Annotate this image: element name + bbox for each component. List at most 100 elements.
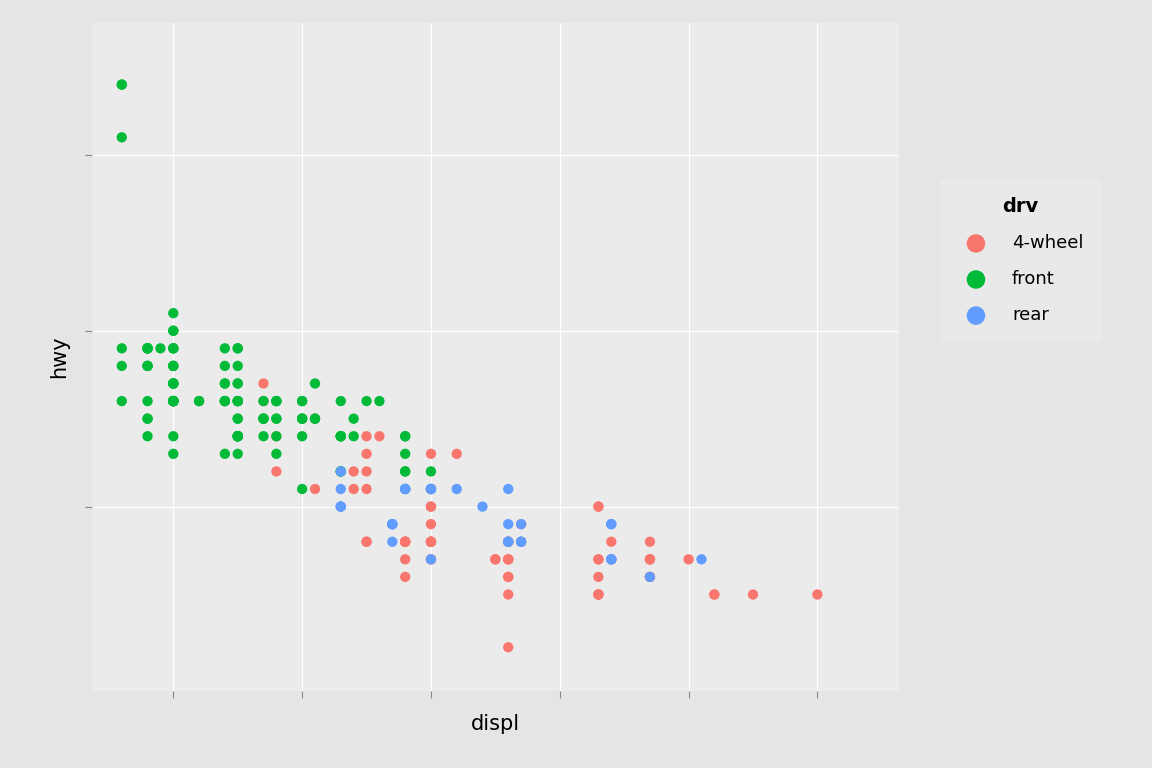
front (138, 359, 157, 372)
front (138, 343, 157, 355)
front (215, 395, 234, 407)
front (422, 483, 440, 495)
4-wheel (422, 501, 440, 513)
front (113, 395, 131, 407)
front (113, 78, 131, 91)
front (228, 430, 247, 442)
front (164, 448, 182, 460)
front (396, 430, 415, 442)
4-wheel (357, 430, 376, 442)
4-wheel (357, 448, 376, 460)
4-wheel (641, 553, 659, 565)
front (113, 131, 131, 144)
front (228, 430, 247, 442)
front (293, 395, 311, 407)
rear (396, 483, 415, 495)
front (332, 465, 350, 478)
front (305, 412, 324, 425)
front (164, 395, 182, 407)
4-wheel (422, 553, 440, 565)
front (332, 395, 350, 407)
front (228, 412, 247, 425)
4-wheel (486, 553, 505, 565)
front (255, 395, 273, 407)
front (228, 395, 247, 407)
4-wheel (422, 535, 440, 548)
rear (602, 553, 621, 565)
front (113, 78, 131, 91)
front (164, 307, 182, 319)
4-wheel (396, 535, 415, 548)
front (138, 343, 157, 355)
4-wheel (255, 395, 273, 407)
front (215, 359, 234, 372)
front (344, 430, 363, 442)
front (228, 430, 247, 442)
4-wheel (305, 412, 324, 425)
front (228, 395, 247, 407)
4-wheel (344, 483, 363, 495)
4-wheel (499, 571, 517, 583)
front (293, 412, 311, 425)
front (215, 395, 234, 407)
rear (602, 518, 621, 530)
front (396, 465, 415, 478)
front (164, 377, 182, 389)
4-wheel (589, 588, 607, 601)
rear (384, 535, 402, 548)
front (396, 483, 415, 495)
4-wheel (422, 535, 440, 548)
front (138, 430, 157, 442)
front (228, 430, 247, 442)
front (138, 343, 157, 355)
front (228, 430, 247, 442)
rear (602, 553, 621, 565)
4-wheel (255, 377, 273, 389)
front (267, 395, 286, 407)
front (305, 412, 324, 425)
front (255, 412, 273, 425)
4-wheel (809, 588, 827, 601)
4-wheel (641, 535, 659, 548)
front (215, 343, 234, 355)
4-wheel (422, 483, 440, 495)
rear (499, 518, 517, 530)
4-wheel (589, 553, 607, 565)
front (164, 395, 182, 407)
X-axis label: displ: displ (471, 714, 520, 734)
front (332, 430, 350, 442)
rear (332, 501, 350, 513)
front (332, 430, 350, 442)
front (228, 448, 247, 460)
4-wheel (589, 571, 607, 583)
front (228, 430, 247, 442)
front (255, 412, 273, 425)
front (113, 343, 131, 355)
front (293, 483, 311, 495)
4-wheel (602, 535, 621, 548)
front (215, 377, 234, 389)
4-wheel (422, 448, 440, 460)
front (255, 430, 273, 442)
4-wheel (641, 571, 659, 583)
front (138, 343, 157, 355)
front (228, 377, 247, 389)
front (305, 377, 324, 389)
Y-axis label: hwy: hwy (50, 336, 69, 379)
4-wheel (486, 553, 505, 565)
front (332, 430, 350, 442)
4-wheel (589, 501, 607, 513)
rear (332, 501, 350, 513)
front (228, 359, 247, 372)
4-wheel (422, 501, 440, 513)
front (293, 430, 311, 442)
4-wheel (357, 483, 376, 495)
4-wheel (396, 535, 415, 548)
4-wheel (499, 535, 517, 548)
front (164, 359, 182, 372)
rear (422, 553, 440, 565)
front (164, 377, 182, 389)
4-wheel (589, 553, 607, 565)
rear (511, 518, 530, 530)
rear (602, 553, 621, 565)
